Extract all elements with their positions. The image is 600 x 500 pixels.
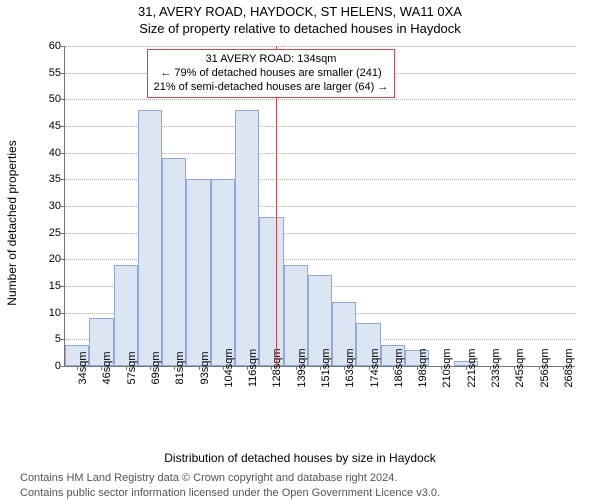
histogram-bar bbox=[211, 179, 235, 366]
footer-line2: Contains public sector information licen… bbox=[20, 486, 580, 500]
x-tick-label: 210sqm bbox=[437, 348, 453, 387]
x-tick-label: 34sqm bbox=[73, 351, 89, 384]
page-title-line1: 31, AVERY ROAD, HAYDOCK, ST HELENS, WA11… bbox=[138, 4, 462, 19]
histogram-bar bbox=[235, 110, 259, 366]
y-tick-label: 60 bbox=[49, 40, 65, 52]
x-tick-label: 233sqm bbox=[486, 348, 502, 387]
x-tick-label: 57sqm bbox=[122, 351, 138, 384]
y-tick-label: 30 bbox=[49, 200, 65, 212]
y-axis-label: Number of detached properties bbox=[5, 140, 19, 305]
annotation-line: 21% of semi-detached houses are larger (… bbox=[154, 81, 389, 95]
annotation-line: ← 79% of detached houses are smaller (24… bbox=[154, 67, 389, 81]
x-tick-label: 221sqm bbox=[462, 348, 478, 387]
y-tick-label: 5 bbox=[55, 333, 65, 345]
x-tick-label: 81sqm bbox=[170, 351, 186, 384]
x-tick-label: 139sqm bbox=[292, 348, 308, 387]
x-tick-label: 93sqm bbox=[195, 351, 211, 384]
x-tick-label: 116sqm bbox=[243, 349, 259, 387]
x-tick-label: 245sqm bbox=[510, 348, 526, 387]
y-tick-label: 10 bbox=[49, 307, 65, 319]
chart-wrap: Number of detached properties 0510152025… bbox=[20, 40, 580, 405]
chart-container: 31, AVERY ROAD, HAYDOCK, ST HELENS, WA11… bbox=[0, 0, 600, 500]
x-tick-label: 186sqm bbox=[389, 348, 405, 387]
y-tick-label: 55 bbox=[49, 67, 65, 79]
footer-line1: Contains HM Land Registry data © Crown c… bbox=[20, 471, 580, 485]
annotation-line: 31 AVERY ROAD: 134sqm bbox=[154, 53, 389, 67]
x-axis-label: Distribution of detached houses by size … bbox=[0, 451, 600, 465]
x-tick-label: 174sqm bbox=[365, 348, 381, 387]
y-tick-label: 50 bbox=[49, 93, 65, 105]
x-tick-label: 69sqm bbox=[146, 351, 162, 384]
annotation-box: 31 AVERY ROAD: 134sqm← 79% of detached h… bbox=[147, 49, 396, 98]
x-tick-label: 46sqm bbox=[97, 351, 113, 384]
y-tick-label: 25 bbox=[49, 227, 65, 239]
page-title-line2: Size of property relative to detached ho… bbox=[139, 21, 461, 36]
x-tick-label: 151sqm bbox=[316, 348, 332, 387]
plot-area: 05101520253035404550556034sqm46sqm57sqm6… bbox=[64, 46, 575, 367]
y-tick-label: 0 bbox=[55, 360, 65, 372]
y-tick-label: 45 bbox=[49, 120, 65, 132]
y-tick-label: 40 bbox=[49, 147, 65, 159]
x-tick-label: 256sqm bbox=[535, 348, 551, 387]
grid-line bbox=[65, 99, 575, 100]
histogram-bar bbox=[259, 217, 283, 366]
y-tick-label: 20 bbox=[49, 253, 65, 265]
y-tick-label: 15 bbox=[49, 280, 65, 292]
histogram-bar bbox=[186, 179, 210, 366]
y-tick-label: 35 bbox=[49, 173, 65, 185]
x-tick-label: 198sqm bbox=[413, 348, 429, 387]
histogram-bar bbox=[138, 110, 162, 366]
histogram-bar bbox=[162, 158, 186, 366]
x-tick-label: 268sqm bbox=[559, 348, 575, 387]
x-tick-label: 163sqm bbox=[340, 348, 356, 387]
x-tick-label: 104sqm bbox=[219, 348, 235, 387]
footer: Contains HM Land Registry data © Crown c… bbox=[20, 471, 580, 500]
grid-line bbox=[65, 46, 575, 47]
